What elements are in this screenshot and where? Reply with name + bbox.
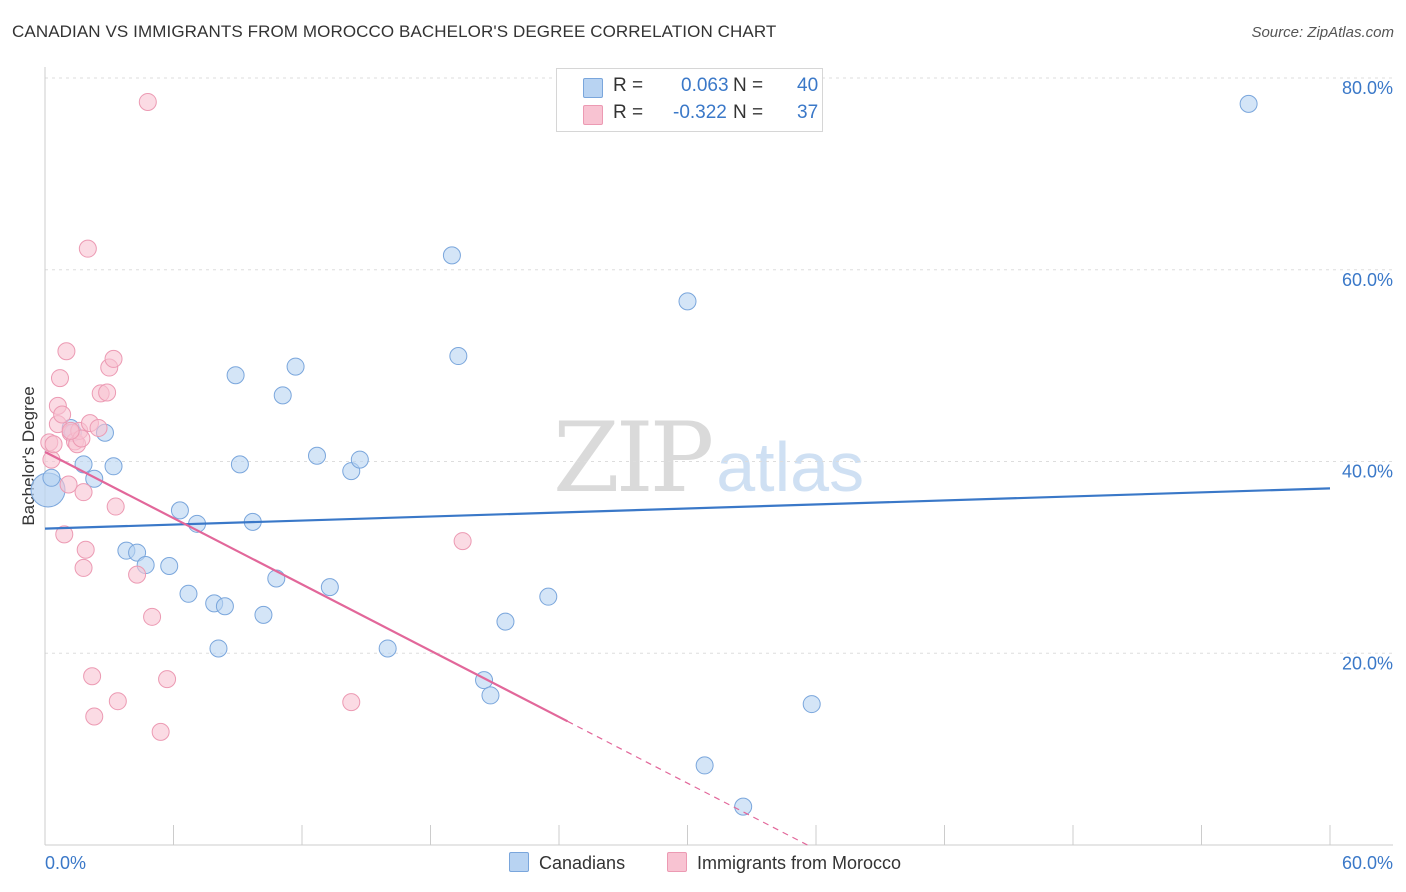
legend-swatch-pink	[583, 105, 603, 125]
morocco-point	[158, 670, 177, 689]
morocco-point	[76, 540, 95, 559]
canadians-point	[209, 639, 228, 658]
morocco-point	[57, 342, 76, 361]
canadians-point	[481, 686, 500, 705]
canadians-point	[442, 246, 461, 265]
canadians-point	[286, 357, 305, 376]
morocco-point	[108, 692, 127, 711]
canadians-point	[378, 639, 397, 658]
legend-r-value: -0.322	[673, 102, 727, 123]
bottom-legend-label: Canadians	[539, 853, 626, 873]
bottom-legend-label: Immigrants from Morocco	[697, 853, 902, 873]
canadians-point	[42, 468, 61, 487]
canadians-point	[539, 587, 558, 606]
y-tick-label: 60.0%	[1342, 270, 1393, 290]
watermark-zip: ZIP	[553, 402, 714, 514]
legend-n-label: N =	[733, 102, 764, 123]
legend-swatch-blue	[583, 78, 603, 98]
canadians-point	[160, 557, 179, 576]
canadians-point	[215, 597, 234, 616]
canadians-point	[802, 695, 821, 714]
legend-r-label: R =	[613, 102, 644, 123]
legend-n-value: 40	[797, 75, 819, 96]
canadians-point	[254, 605, 273, 624]
x-tick-label-max: 60.0%	[1342, 853, 1393, 873]
morocco-point	[151, 722, 170, 741]
canadians-point	[695, 756, 714, 775]
legend-r-label: R =	[613, 75, 644, 96]
canadians-point	[320, 578, 339, 597]
canadians-point	[449, 347, 468, 366]
morocco-point	[138, 92, 157, 111]
canadians-point	[230, 455, 249, 474]
morocco-point	[143, 607, 162, 626]
morocco-trend-line-dashed	[567, 720, 808, 846]
canadians-point	[170, 501, 189, 520]
morocco-point	[61, 421, 80, 440]
y-tick-label: 80.0%	[1342, 78, 1393, 98]
canadians-point	[267, 569, 286, 588]
morocco-point	[89, 418, 108, 437]
morocco-point	[55, 525, 74, 544]
morocco-point	[78, 239, 97, 258]
canadians-point	[226, 366, 245, 385]
bottom-legend-morocco: Immigrants from Morocco	[667, 852, 901, 874]
morocco-point	[342, 693, 361, 712]
canadians-point	[179, 584, 198, 603]
legend-r-value: 0.063	[681, 75, 729, 96]
morocco-point	[44, 435, 63, 454]
canadians-point	[350, 450, 369, 469]
morocco-point	[104, 349, 123, 368]
chart-title: CANADIAN VS IMMIGRANTS FROM MOROCCO BACH…	[12, 22, 777, 41]
y-axis-label: Bachelor's Degree	[19, 386, 38, 525]
watermark: ZIPatlas	[553, 402, 864, 514]
legend-n-label: N =	[733, 75, 764, 96]
source-label: Source: ZipAtlas.com	[1251, 24, 1394, 41]
canadians-point	[74, 455, 93, 474]
bottom-legend-swatch-blue	[509, 852, 529, 872]
watermark-atlas: atlas	[716, 428, 865, 506]
canadians-point	[1239, 94, 1258, 113]
canadians-point	[104, 457, 123, 476]
morocco-point	[50, 369, 69, 388]
morocco-point	[106, 497, 125, 516]
morocco-point	[42, 450, 61, 469]
morocco-point	[53, 405, 72, 424]
canadians-point	[678, 292, 697, 311]
morocco-point	[453, 532, 472, 551]
canadians-point	[734, 797, 753, 816]
canadians-point	[496, 612, 515, 631]
x-tick-label-min: 0.0%	[45, 853, 86, 873]
canadians-point	[273, 386, 292, 405]
morocco-point	[83, 667, 102, 686]
morocco-point	[74, 558, 93, 577]
bottom-legend-canadians: Canadians	[509, 852, 625, 874]
canadians-trend-line	[44, 487, 1331, 530]
morocco-point	[85, 707, 104, 726]
y-tick-label: 40.0%	[1342, 462, 1393, 482]
canadians-point	[307, 446, 326, 465]
morocco-point	[74, 483, 93, 502]
legend-n-value: 37	[797, 102, 819, 123]
canadians-point	[128, 543, 147, 562]
morocco-trend-line	[44, 450, 569, 723]
morocco-point	[59, 475, 78, 494]
correlation-legend: R = 0.063 N = 40 R = -0.322 N = 37	[556, 68, 823, 132]
y-tick-label: 20.0%	[1342, 653, 1393, 673]
morocco-point	[98, 383, 117, 402]
morocco-point	[128, 565, 147, 584]
bottom-legend-swatch-pink	[667, 852, 687, 872]
